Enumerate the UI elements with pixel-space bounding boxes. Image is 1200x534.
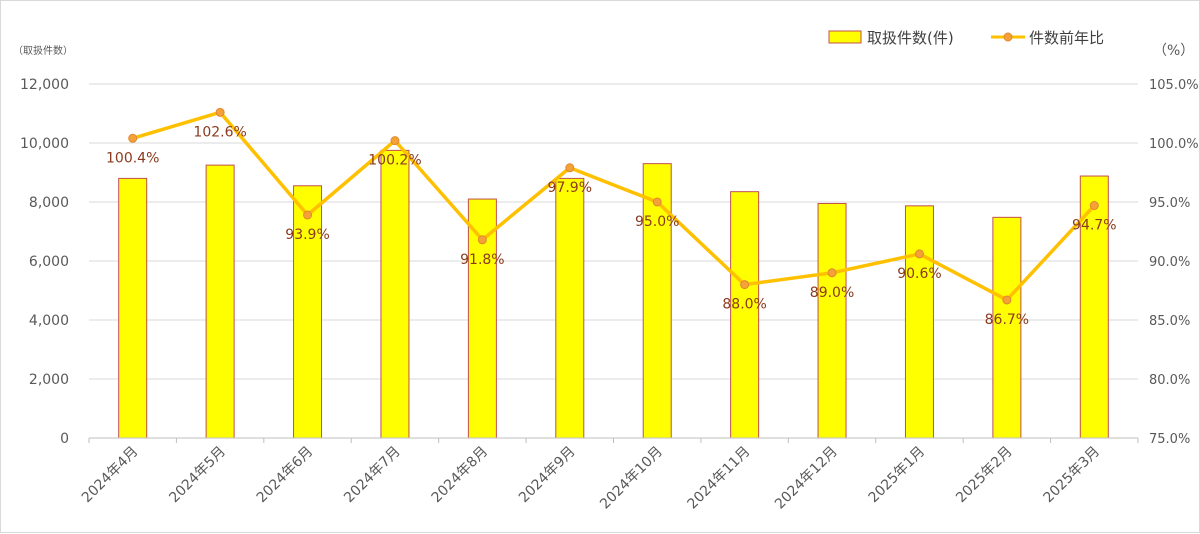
bar <box>380 149 410 439</box>
data-label: 93.9% <box>285 227 329 243</box>
x-tick-label: 2024年6月 <box>254 444 317 507</box>
yoy-point <box>652 197 662 207</box>
data-label: 97.9% <box>548 180 592 196</box>
x-tick-label: 2024年9月 <box>516 444 579 507</box>
data-labels: 100.4% 102.6% 93.9% 100.2% 91.8% 97.9% 95.0% 88… <box>106 124 1117 328</box>
x-tick-label: 2024年4月 <box>79 444 142 507</box>
legend: 取扱件数(件) 件数前年比 <box>828 29 1104 47</box>
bar <box>118 177 148 439</box>
y-left-tick-label: 8,000 <box>29 195 69 211</box>
y-left-tick-label: 6,000 <box>29 254 69 270</box>
y-right-tick-label: 85.0% <box>1149 314 1190 329</box>
y-left-tick-label: 2,000 <box>29 372 69 388</box>
data-label: 102.6% <box>193 124 246 140</box>
line-series <box>128 107 1099 305</box>
yoy-point <box>565 163 575 173</box>
data-label: 88.0% <box>722 297 766 313</box>
yoy-point <box>740 280 750 290</box>
bar-series <box>118 149 1109 439</box>
tick-labels: 0 2,000 4,000 6,000 8,000 10,000 12,000 75.0% 80… <box>20 77 1199 512</box>
yoy-point <box>827 268 837 278</box>
legend-bar-label: 取扱件数(件) <box>867 29 954 47</box>
legend-bar-swatch <box>828 30 862 44</box>
yoy-point <box>215 107 225 117</box>
legend-line-label: 件数前年比 <box>1029 29 1104 47</box>
data-label: 100.2% <box>368 153 421 169</box>
y-right-tick-label: 105.0% <box>1149 78 1199 93</box>
bar <box>904 205 934 439</box>
x-tick-label: 2024年11月 <box>685 444 754 513</box>
x-tick-label: 2025年3月 <box>1041 444 1104 507</box>
y-right-tick-label: 80.0% <box>1149 373 1190 388</box>
y-left-tick-label: 0 <box>60 431 69 447</box>
x-tick-label: 2025年2月 <box>953 444 1016 507</box>
bar <box>555 177 585 439</box>
bar <box>205 164 235 439</box>
data-label: 100.4% <box>106 150 159 166</box>
data-label: 95.0% <box>635 214 679 230</box>
yoy-point <box>477 235 487 245</box>
x-tick-label: 2025年1月 <box>866 444 929 507</box>
y-left-tick-label: 10,000 <box>20 136 69 152</box>
yoy-point <box>914 249 924 259</box>
bar <box>467 198 497 439</box>
y-right-tick-label: 90.0% <box>1149 255 1190 270</box>
data-label: 89.0% <box>810 285 854 301</box>
legend-line-marker <box>1003 32 1013 42</box>
x-tick-label: 2024年12月 <box>772 444 841 513</box>
yoy-point <box>303 210 313 220</box>
bar <box>992 216 1022 439</box>
yoy-line <box>132 110 1096 302</box>
bar <box>293 185 323 439</box>
bar <box>817 202 847 439</box>
y-right-tick-label: 100.0% <box>1149 137 1199 152</box>
y-left-tick-label: 12,000 <box>20 77 69 93</box>
yoy-point <box>390 136 400 146</box>
bar <box>730 191 760 439</box>
data-label: 86.7% <box>985 312 1029 328</box>
data-label: 94.7% <box>1072 218 1116 234</box>
yoy-point <box>128 133 138 143</box>
gridlines <box>89 83 1138 380</box>
y-right-tick-label: 75.0% <box>1149 432 1190 447</box>
data-label: 90.6% <box>897 266 941 282</box>
right-axis-unit-label: （%） <box>1153 43 1194 59</box>
yoy-point <box>1002 295 1012 305</box>
x-tick-label: 2024年10月 <box>597 444 666 513</box>
bar <box>1079 175 1109 439</box>
data-label: 91.8% <box>460 252 504 268</box>
left-axis-unit-label: （取扱件数） <box>13 44 73 57</box>
y-left-tick-label: 4,000 <box>29 313 69 329</box>
x-tick-label: 2024年5月 <box>166 444 229 507</box>
axes <box>88 437 1139 443</box>
x-tick-label: 2024年7月 <box>341 444 404 507</box>
y-right-tick-label: 95.0% <box>1149 196 1190 211</box>
yoy-point <box>1089 201 1099 211</box>
x-tick-label: 2024年8月 <box>429 444 492 507</box>
